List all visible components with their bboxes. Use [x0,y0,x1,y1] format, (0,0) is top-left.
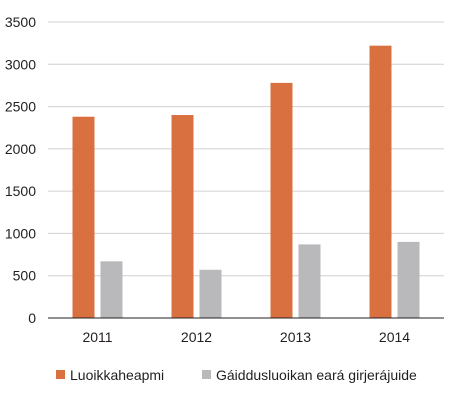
gridlines [48,21,444,277]
y-tick-label: 2000 [5,141,36,157]
bar-gaiddusluoikan-2011 [100,261,123,318]
bar-gaiddusluoikan-2014 [397,241,420,318]
y-axis-tick-labels: 0 500 1000 1500 2000 2500 3000 3500 [5,14,36,326]
legend: Luoikkaheapmi Gáiddusluoikan eará girjerá… [56,367,417,383]
y-tick-label: 2500 [5,99,36,115]
x-tick-label: 2011 [82,329,112,345]
legend-swatch [202,370,211,379]
bar-luoikkaheapmi-2014 [369,45,392,319]
x-tick-label: 2012 [181,329,212,345]
y-tick-label: 1000 [5,225,36,241]
bars [72,45,420,319]
bar-gaiddusluoikan-2013 [298,244,321,318]
x-tick-label: 2013 [280,329,311,345]
legend-label: Gáiddusluoikan eará girjerájuide [216,367,417,383]
y-tick-label: 3000 [5,56,36,72]
y-tick-label: 1500 [5,183,36,199]
bar-gaiddusluoikan-2012 [199,269,222,318]
bar-luoikkaheapmi-2013 [270,82,293,319]
legend-label: Luoikkaheapmi [70,367,164,383]
y-tick-label: 500 [13,268,37,284]
y-tick-label: 3500 [5,14,36,30]
x-axis-tick-labels: 2011 2012 2013 2014 [82,329,410,345]
y-tick-label: 0 [28,310,36,326]
x-tick-label: 2014 [379,329,410,345]
legend-swatch [56,370,65,379]
bar-luoikkaheapmi-2012 [171,115,194,319]
bar-luoikkaheapmi-2011 [72,116,95,318]
